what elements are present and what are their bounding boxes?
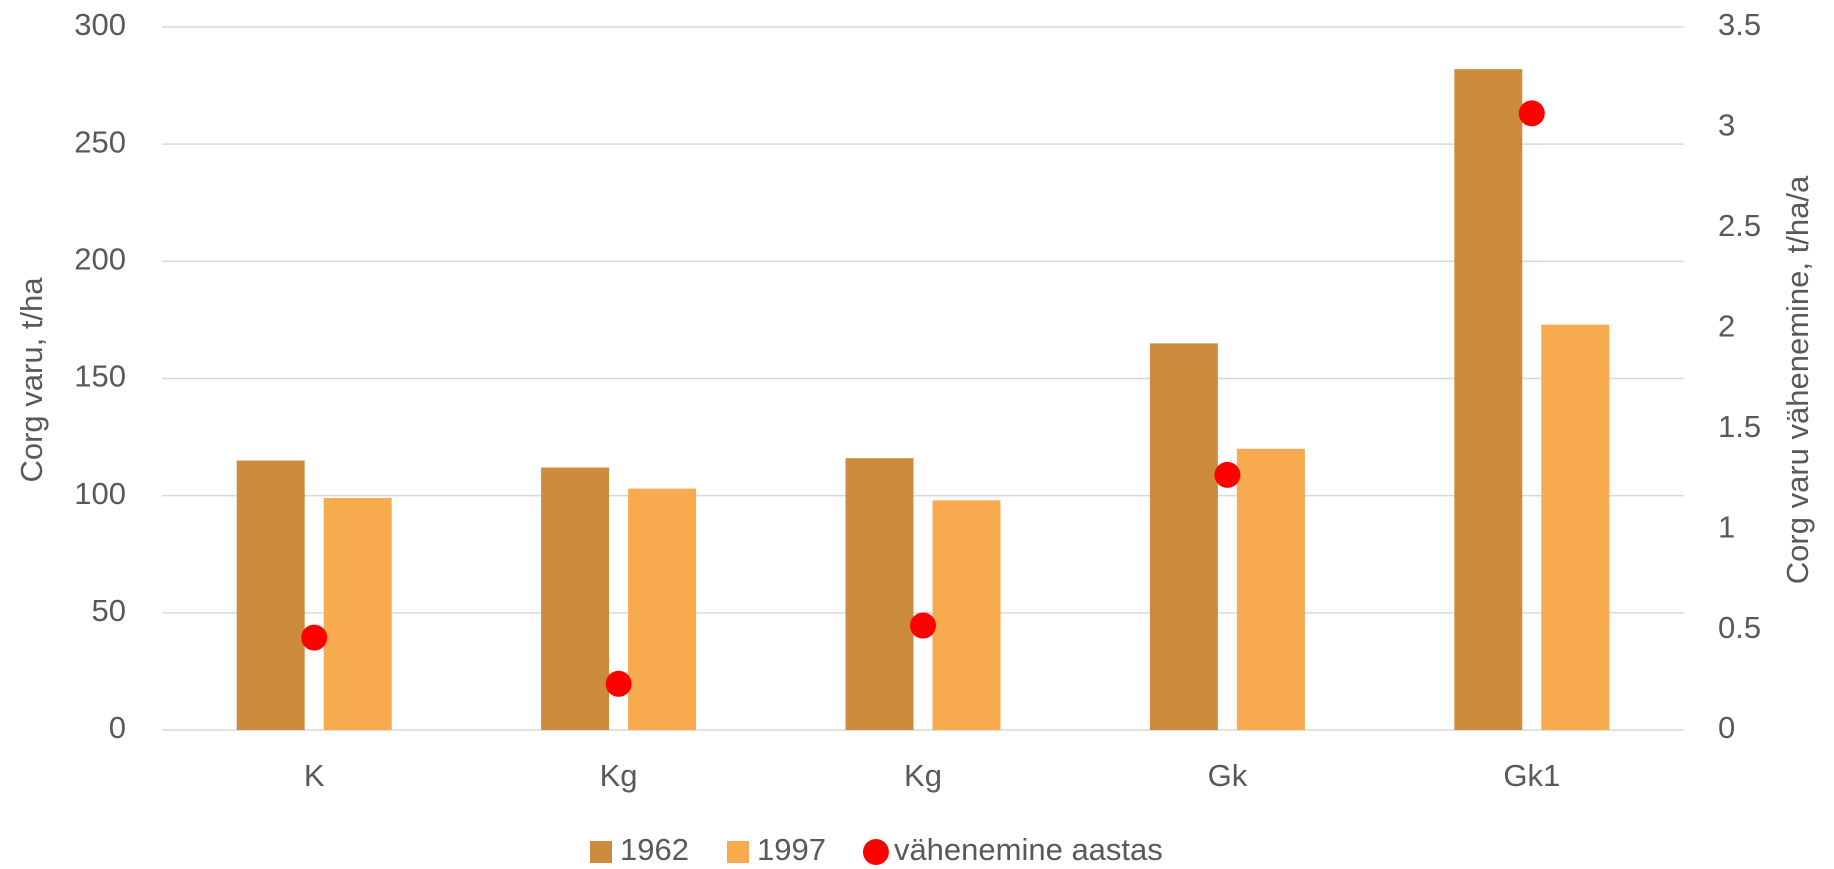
bar — [628, 488, 697, 730]
y2-tick-label: 1.5 — [1718, 409, 1761, 444]
scatter-point — [605, 670, 632, 697]
bar — [323, 498, 392, 730]
y2-tick-label: 0.5 — [1718, 610, 1761, 645]
y-axis-title: Corg varu, t/ha — [14, 277, 49, 483]
bar — [932, 500, 1001, 730]
legend-swatch — [590, 841, 612, 863]
legend-label: 1962 — [620, 832, 689, 867]
legend-label: 1997 — [757, 832, 826, 867]
y2-tick-label: 2.5 — [1718, 208, 1761, 243]
bar — [1149, 343, 1218, 730]
bar — [1541, 324, 1610, 730]
scatter-point — [301, 624, 328, 651]
scatter-point — [1214, 461, 1241, 488]
scatter-point — [1518, 100, 1545, 127]
legend-swatch — [862, 839, 889, 865]
x-tick-label: K — [304, 758, 325, 793]
y-tick-label: 50 — [92, 593, 126, 628]
y-tick-label: 0 — [109, 710, 126, 745]
bar — [236, 460, 305, 730]
bar — [1236, 448, 1305, 730]
x-tick-label: Kg — [904, 758, 942, 793]
y2-tick-label: 2 — [1718, 308, 1735, 343]
x-tick-label: Gk — [1208, 758, 1248, 793]
y2-axis-title: Corg varu vähenemine, t/ha/a — [1780, 175, 1815, 584]
y-tick-label: 300 — [74, 7, 126, 42]
y2-tick-label: 1 — [1718, 509, 1735, 544]
bar — [541, 467, 610, 730]
x-tick-label: Kg — [600, 758, 638, 793]
y-tick-label: 250 — [74, 124, 126, 159]
x-tick-label: Gk1 — [1503, 758, 1560, 793]
legend-swatch — [726, 841, 749, 863]
y-tick-label: 200 — [74, 242, 126, 277]
legend-label: vähenemine aastas — [894, 832, 1163, 867]
bar — [1454, 69, 1523, 731]
scatter-point — [910, 612, 936, 639]
y2-tick-label: 0 — [1718, 710, 1735, 745]
y-tick-label: 150 — [74, 359, 126, 394]
y2-tick-label: 3.5 — [1718, 7, 1761, 42]
y2-tick-label: 3 — [1718, 108, 1735, 143]
y-tick-label: 100 — [74, 476, 126, 511]
bar — [845, 458, 914, 730]
